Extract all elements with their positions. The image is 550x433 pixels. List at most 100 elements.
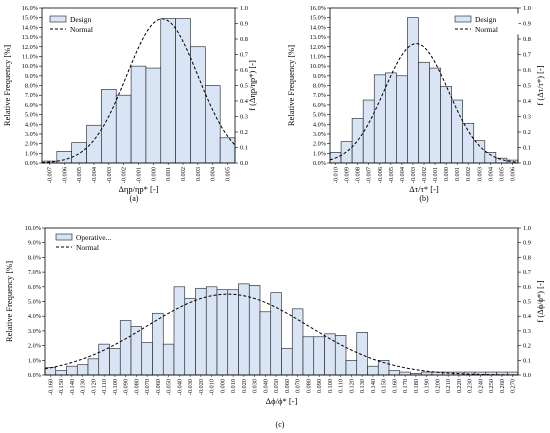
histogram-bar <box>227 289 239 376</box>
histogram-bar <box>173 286 186 376</box>
x-tick-label: 0.005 <box>225 167 232 181</box>
x-tick-label: 0.220 <box>456 379 463 393</box>
histogram-bar <box>440 86 452 164</box>
y-tick-label: 10.0% <box>22 63 39 70</box>
y-tick-label: 7.0% <box>25 92 39 99</box>
x-tick-label: -0.005 <box>388 167 395 183</box>
histogram-bar <box>195 287 207 376</box>
x-tick-label: -0.140 <box>69 379 76 395</box>
histogram-bar <box>115 94 132 164</box>
histogram-bar <box>130 326 143 376</box>
x-tick-label: 0.060 <box>284 379 291 393</box>
y2-tick-label: 0.7 <box>523 269 531 276</box>
y2-axis-title: f (Δτ/τ*) [-] <box>535 65 545 105</box>
histogram-bar <box>184 298 196 376</box>
histogram-bar <box>87 358 100 376</box>
x-tick-label: 0.260 <box>499 379 506 393</box>
x-tick-label: -0.130 <box>80 379 87 395</box>
y2-tick-label: 0.9 <box>523 21 531 28</box>
histogram-bar <box>291 308 304 376</box>
y-tick-label: 0.0% <box>313 160 327 167</box>
legend-box <box>47 13 127 35</box>
x-tick-label: -0.080 <box>133 379 140 395</box>
y2-tick-label: 1.0 <box>240 5 248 12</box>
x-tick-label: 0.004 <box>487 166 494 181</box>
x-tick-label: -0.030 <box>187 379 194 395</box>
x-tick-label: 0.170 <box>402 379 409 393</box>
x-tick-label: -0.004 <box>91 166 98 183</box>
x-tick-label: 0.005 <box>498 167 505 181</box>
legend-label-normal: Normal <box>70 25 93 34</box>
histogram-bar <box>302 336 315 376</box>
y2-tick-label: 0.3 <box>523 328 531 335</box>
histogram-bar <box>86 124 102 164</box>
histogram-bar <box>429 67 441 164</box>
y-tick-label: 2.0% <box>28 343 42 350</box>
histogram-bar <box>399 371 411 376</box>
y2-tick-label: 0.0 <box>240 160 248 167</box>
histogram-bar <box>334 335 347 376</box>
x-tick-label: -0.090 <box>123 379 130 395</box>
histogram-bar <box>66 365 78 376</box>
y2-tick-label: 1.0 <box>523 225 531 232</box>
x-tick-label: 0.050 <box>273 379 280 393</box>
histogram-bar <box>175 18 191 164</box>
y2-tick-label: 0.8 <box>240 36 248 43</box>
legend: Operative...Normal <box>53 231 140 253</box>
x-axis-title: Δτ/τ* [-] <box>409 184 439 194</box>
x-tick-label: 0.100 <box>327 379 334 393</box>
y-tick-label: 7.0% <box>313 92 327 99</box>
panel-label: (b) <box>419 194 429 203</box>
chart-panel-1: 0.0% 1.0% 2.0% 3.0% 4.0% 5.0% 6.0% 7.0% 8.0% 9.0%… <box>2 5 257 203</box>
y-tick-label: 9.0% <box>25 73 39 80</box>
x-tick-label: 0.270 <box>510 379 517 393</box>
y-tick-label: 2.0% <box>25 141 39 148</box>
x-tick-label: -0.020 <box>198 379 205 395</box>
y-tick-label: 5.0% <box>313 112 327 119</box>
x-tick-label: -0.001 <box>136 167 143 183</box>
y-tick-label: 9.0% <box>313 73 327 80</box>
y-tick-label: 6.0% <box>28 284 42 291</box>
y-tick-label: 3.0% <box>28 328 42 335</box>
x-tick-label: 0.240 <box>477 379 484 393</box>
histogram-bar <box>345 359 358 376</box>
x-tick-label: 0.070 <box>295 379 302 393</box>
y-tick-label: 2.0% <box>313 141 327 148</box>
x-tick-label: 0.210 <box>445 379 452 393</box>
y-tick-label: 0.0% <box>25 160 39 167</box>
x-tick-label: 0.180 <box>413 379 420 393</box>
histogram-bar <box>141 342 153 376</box>
x-tick-label: -0.060 <box>155 379 162 395</box>
legend-box <box>53 231 140 253</box>
x-tick-label: -0.006 <box>61 167 68 183</box>
x-tick-label: 0.250 <box>488 379 495 393</box>
histogram-bar <box>362 99 375 164</box>
y2-tick-label: 1.0 <box>523 5 531 12</box>
x-tick-label: -0.009 <box>344 167 351 183</box>
y2-tick-label: 0.2 <box>523 343 531 350</box>
y2-tick-label: 0.6 <box>523 67 531 74</box>
y-tick-label: 8.0% <box>313 83 327 90</box>
x-tick-label: 0.002 <box>180 167 187 181</box>
x-tick-label: 0.003 <box>476 167 483 181</box>
histogram-bar <box>205 85 221 164</box>
y-tick-label: 1.0% <box>25 150 39 157</box>
x-tick-label: -0.001 <box>432 167 439 183</box>
y2-tick-label: 0.7 <box>523 52 531 59</box>
y2-tick-label: 0.5 <box>523 299 531 306</box>
x-tick-label: 0.001 <box>165 167 172 181</box>
y2-tick-label: 0.7 <box>240 52 248 59</box>
x-tick-label: 0.110 <box>338 379 345 393</box>
y2-tick-label: 0.6 <box>240 67 248 74</box>
y-tick-label: 4.0% <box>313 121 327 128</box>
y-tick-label: 11.0% <box>310 53 327 60</box>
x-tick-label: 0.130 <box>359 379 366 393</box>
y-axis-title: Relative Frequency [%] <box>286 45 296 126</box>
x-tick-label: -0.007 <box>366 167 373 183</box>
histogram-bar <box>119 320 132 376</box>
x-tick-label: 0.004 <box>210 166 217 181</box>
histogram-bar <box>130 65 147 164</box>
y-tick-label: 10.0% <box>25 225 42 232</box>
y2-tick-label: 0.0 <box>523 372 531 379</box>
